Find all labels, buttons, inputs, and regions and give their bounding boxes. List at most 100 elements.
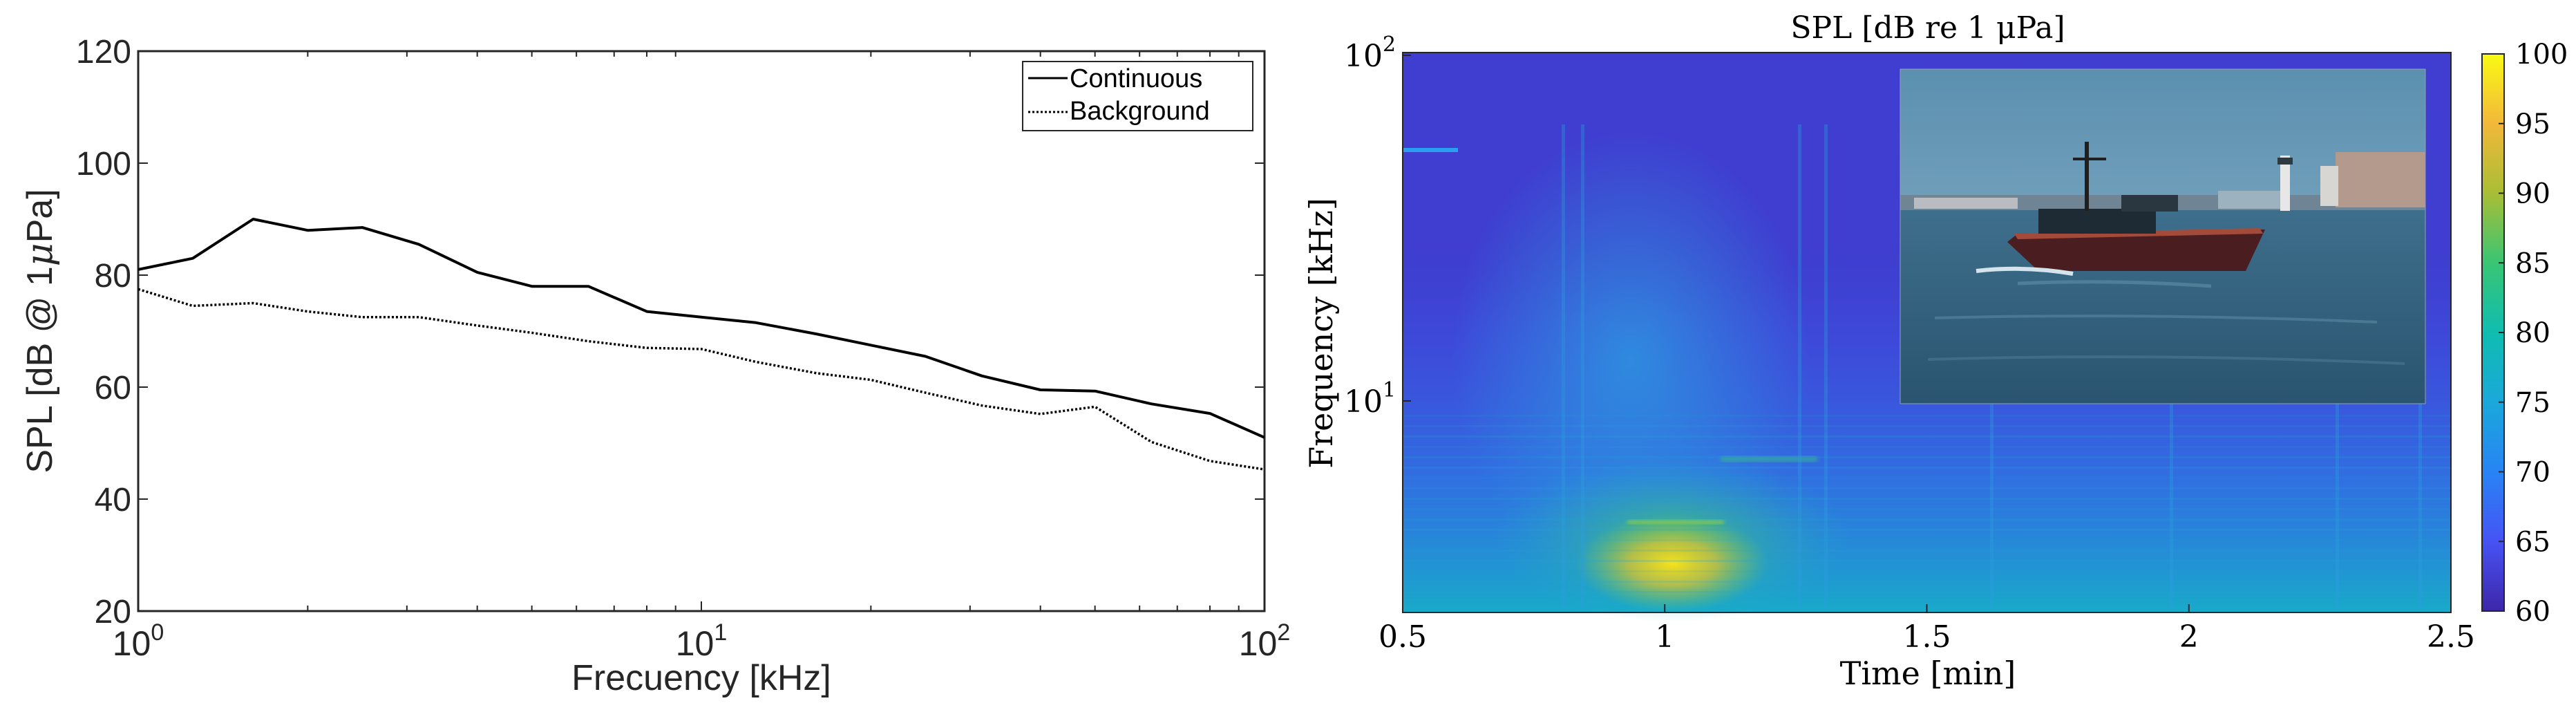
- data-point-background: [1209, 460, 1211, 462]
- spectrogram-tone-line: [1403, 148, 1458, 152]
- data-point-background: [869, 379, 872, 382]
- data-point-background: [417, 316, 420, 319]
- data-point-continuous: [924, 355, 927, 358]
- spectrogram-band: [1403, 508, 2451, 510]
- spectrogram-band: [1403, 435, 2451, 438]
- spectrogram-band: [1403, 456, 2451, 458]
- colorbar-tick-label: 80: [2515, 317, 2550, 349]
- colorbar-tick-label: 90: [2515, 178, 2550, 210]
- spectrogram-band: [1403, 498, 2451, 500]
- right-chart-title: SPL [dB re 1 μPa]: [1790, 10, 2065, 46]
- data-point-continuous: [700, 316, 703, 319]
- left-x-axis-label: Frecuency [kHz]: [571, 658, 831, 698]
- spectrogram-band: [1403, 570, 2451, 572]
- data-point-background: [191, 305, 194, 308]
- data-point-continuous: [417, 243, 420, 245]
- spectrogram-band: [1403, 560, 2451, 562]
- left-plot-area: [137, 50, 1266, 612]
- spectrogram-band: [1403, 591, 2451, 593]
- right-y-axis-label: Frequency [kHz]: [1303, 198, 1340, 469]
- data-point-continuous: [1209, 412, 1211, 415]
- colorbar-tick-label: 95: [2515, 109, 2550, 140]
- data-point-background: [815, 372, 817, 375]
- data-point-background: [306, 310, 309, 313]
- spectrogram-band: [1403, 446, 2451, 448]
- right-x-tick-label: 1: [1655, 619, 1674, 655]
- boat-photo: [1900, 68, 2426, 404]
- right-x-axis-label: Time [min]: [1840, 655, 2016, 692]
- spectrogram-band: [1403, 467, 2451, 469]
- data-point-continuous: [981, 375, 983, 377]
- data-point-continuous: [531, 285, 533, 288]
- legend-label-continuous: Continuous: [1070, 64, 1202, 93]
- spectrogram-streak: [1581, 124, 1584, 608]
- left-y-axis-label: SPL [dB @ 1μPa]: [19, 189, 61, 473]
- spectrogram-band: [1403, 425, 2451, 427]
- right-x-tick-label: 0.5: [1379, 619, 1427, 655]
- spectrogram-band: [1403, 550, 2451, 552]
- data-point-background: [645, 346, 648, 349]
- spectrogram-streak: [1824, 124, 1828, 608]
- left-y-tick-label: 80: [95, 258, 131, 294]
- data-point-background: [476, 324, 479, 327]
- spectrogram-band: [1403, 539, 2451, 541]
- data-point-background: [361, 316, 363, 319]
- spectrogram-chart: 0.5 1 1.5 2 2.5 101 102 SPL [dB re 1 μPa] Time…: [1303, 10, 2568, 692]
- data-point-continuous: [755, 321, 757, 324]
- spectrogram-band: [1403, 477, 2451, 479]
- spectrogram-band-line: [1627, 520, 1724, 524]
- spectrogram-band: [1403, 487, 2451, 489]
- data-point-continuous: [252, 218, 254, 221]
- left-y-tick-label: 100: [76, 146, 131, 182]
- data-point-background: [981, 404, 983, 407]
- right-y-tick-label: 102: [1344, 32, 1396, 74]
- series-line-continuous: [138, 218, 1265, 439]
- spectrogram-peak-region: [1575, 515, 1769, 612]
- left-x-tick-label: 102: [1239, 619, 1291, 663]
- data-point-background: [531, 331, 533, 334]
- right-x-tick-label: 2.5: [2427, 619, 2475, 655]
- spl-line-chart: 20 40 60 80 100 120 100 101 102 Continuous Backg…: [19, 34, 1290, 698]
- spectrogram-band: [1403, 581, 2451, 583]
- left-y-tick-label: 20: [95, 594, 131, 630]
- data-point-background: [587, 340, 590, 343]
- data-point-background: [252, 302, 254, 305]
- left-y-tick-label: 120: [76, 34, 131, 71]
- legend-box: [1022, 61, 1253, 131]
- spectrogram-streak: [1798, 124, 1801, 608]
- right-x-tick-label: 2: [2179, 619, 2199, 655]
- data-point-continuous: [476, 271, 479, 274]
- data-point-continuous: [815, 332, 817, 335]
- data-point-background: [1039, 413, 1042, 415]
- data-point-background: [924, 391, 927, 394]
- data-point-background: [700, 348, 703, 350]
- spectrogram-band: [1403, 529, 2451, 531]
- colorbar-tick-label: 60: [2515, 596, 2550, 628]
- data-point-background: [1094, 405, 1097, 408]
- data-point-continuous: [361, 226, 363, 229]
- left-y-tick-label: 40: [95, 482, 131, 518]
- colorbar-tick-label: 65: [2515, 526, 2550, 558]
- legend-label-background: Background: [1070, 97, 1210, 126]
- left-x-tick-label: 100: [113, 619, 164, 663]
- colorbar-tick-label: 75: [2515, 387, 2550, 419]
- colorbar-tick-label: 70: [2515, 457, 2550, 489]
- data-point-continuous: [191, 257, 194, 260]
- spectrogram-band-line-2: [1721, 456, 1817, 462]
- data-point-background: [1150, 440, 1153, 443]
- data-point-continuous: [1039, 388, 1042, 391]
- data-point-continuous: [869, 344, 872, 346]
- right-x-tick-label: 1.5: [1903, 619, 1951, 655]
- left-x-tick-label: 101: [676, 619, 728, 663]
- spectrogram-streak: [1562, 124, 1565, 608]
- data-point-continuous: [587, 285, 590, 288]
- colorbar: 60 65 70 75 80 85 90 95 100: [2481, 39, 2568, 628]
- data-point-continuous: [1094, 390, 1097, 393]
- data-point-continuous: [306, 229, 309, 232]
- left-y-tick-label: 60: [95, 370, 131, 406]
- colorbar-tick-label: 100: [2515, 39, 2568, 71]
- data-point-continuous: [645, 310, 648, 313]
- right-y-tick-label: 101: [1344, 378, 1396, 420]
- data-point-background: [755, 361, 757, 364]
